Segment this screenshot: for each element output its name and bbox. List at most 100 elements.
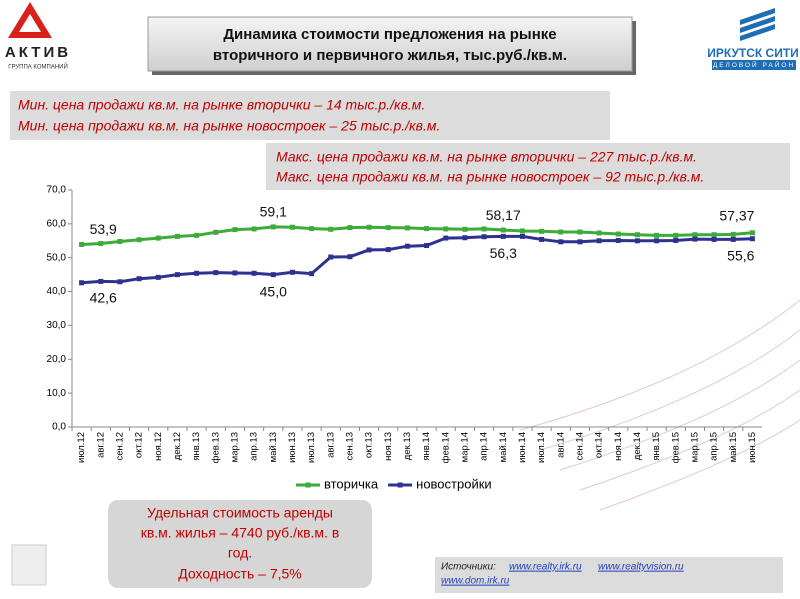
point [289,269,295,275]
point [424,226,430,232]
y-tick-label: 50,0 [47,252,67,263]
series-line [81,234,753,285]
data-label: 59,1 [260,204,287,220]
point [654,238,660,244]
point [634,232,640,238]
point [539,236,545,242]
point [404,225,410,231]
chart-title: вторичного и первичного жилья, тыс.руб./… [213,47,567,64]
point [558,229,564,235]
note: Мин. цена продажи кв.м. на рынке вторичк… [18,97,425,113]
point [232,270,238,276]
x-tick-label: окт.12 [134,432,145,458]
point [136,276,142,282]
point [194,232,200,238]
point [385,247,391,253]
point [558,239,564,245]
x-tick-label: апр.15 [709,432,720,461]
data-label: 55,6 [727,247,754,263]
point [692,232,698,238]
source-link[interactable]: www.dom.irk.ru [441,576,510,587]
x-tick-label: авг.14 [555,432,566,458]
legend-marker [397,482,403,488]
data-label: 57,37 [719,207,754,223]
point [347,225,353,231]
point [136,237,142,243]
point [347,254,353,260]
logo-right-sub: ДЕЛОВОЙ РАЙОН [713,60,795,69]
logo-right-band [712,60,796,70]
note: Удельная стоимость аренды [147,505,333,521]
x-tick-label: июн.13 [287,432,298,463]
point [634,238,640,244]
x-tick-label: сен.12 [114,432,125,461]
point [730,231,736,237]
y-tick-label: 30,0 [47,320,67,331]
data-label: 42,6 [90,289,117,305]
point [404,243,410,249]
x-tick-label: мар.13 [229,432,240,462]
point [174,272,180,278]
x-tick-label: май.15 [728,432,739,462]
corner-logo [11,544,47,586]
point [251,270,257,276]
point [749,230,755,236]
x-tick-label: авг.12 [95,432,106,458]
point [615,231,621,237]
x-tick-label: янв.14 [421,432,432,461]
x-tick-label: фев.15 [670,432,681,463]
x-tick-label: ноя.14 [613,432,624,461]
point [366,247,372,253]
point [615,237,621,243]
y-tick-label: 60,0 [47,218,67,229]
note: кв.м. жилья – 4740 руб./кв.м. в [141,525,340,541]
logo-right: ИРКУТСК СИТИ [707,46,799,60]
x-tick-label: сен.13 [344,432,355,461]
point [654,232,660,238]
point [692,236,698,242]
sources-label: Источники: [441,562,496,573]
y-tick-label: 10,0 [47,388,67,399]
x-tick-label: мар.15 [689,432,700,462]
x-tick-label: фев.14 [440,432,451,463]
point [673,237,679,243]
chart-title: Динамика стоимости предложения на рынке [223,26,556,43]
note: год. [228,545,252,561]
source-link[interactable]: www.realty.irk.ru [509,562,582,573]
point [366,224,372,230]
legend-label: вторичка [324,476,379,491]
point [289,224,295,230]
sources-box [435,557,783,593]
point [500,227,506,233]
x-tick-label: май.13 [268,432,279,462]
x-tick-label: мар.14 [459,432,470,462]
x-tick-label: ноя.13 [383,432,394,461]
point [194,270,200,276]
x-tick-label: июн.14 [517,432,528,463]
point [462,235,468,241]
data-label: 53,9 [90,221,117,237]
source-link[interactable]: www.realtyvision.ru [598,562,684,573]
point [328,226,334,232]
x-tick-label: июл.12 [76,432,87,463]
point [79,280,85,286]
point [424,243,430,249]
x-tick-label: ноя.12 [153,432,164,461]
note: Доходность – 7,5% [178,566,301,582]
logo-left-sub: ГРУППА КОМПАНИЙ [8,63,68,71]
data-label: 58,17 [486,207,521,223]
point [155,235,161,241]
point [481,234,487,240]
x-tick-label: окт.13 [364,432,375,458]
point [711,232,717,238]
point [79,242,85,248]
x-tick-label: июн.15 [747,432,758,463]
x-tick-label: окт.14 [594,432,605,458]
x-tick-label: апр.13 [249,432,260,461]
point [117,279,123,285]
x-tick-label: авг.13 [325,432,336,458]
point [443,235,449,241]
point [749,236,755,242]
x-tick-label: дек.13 [402,432,413,460]
rent-box [108,500,372,588]
